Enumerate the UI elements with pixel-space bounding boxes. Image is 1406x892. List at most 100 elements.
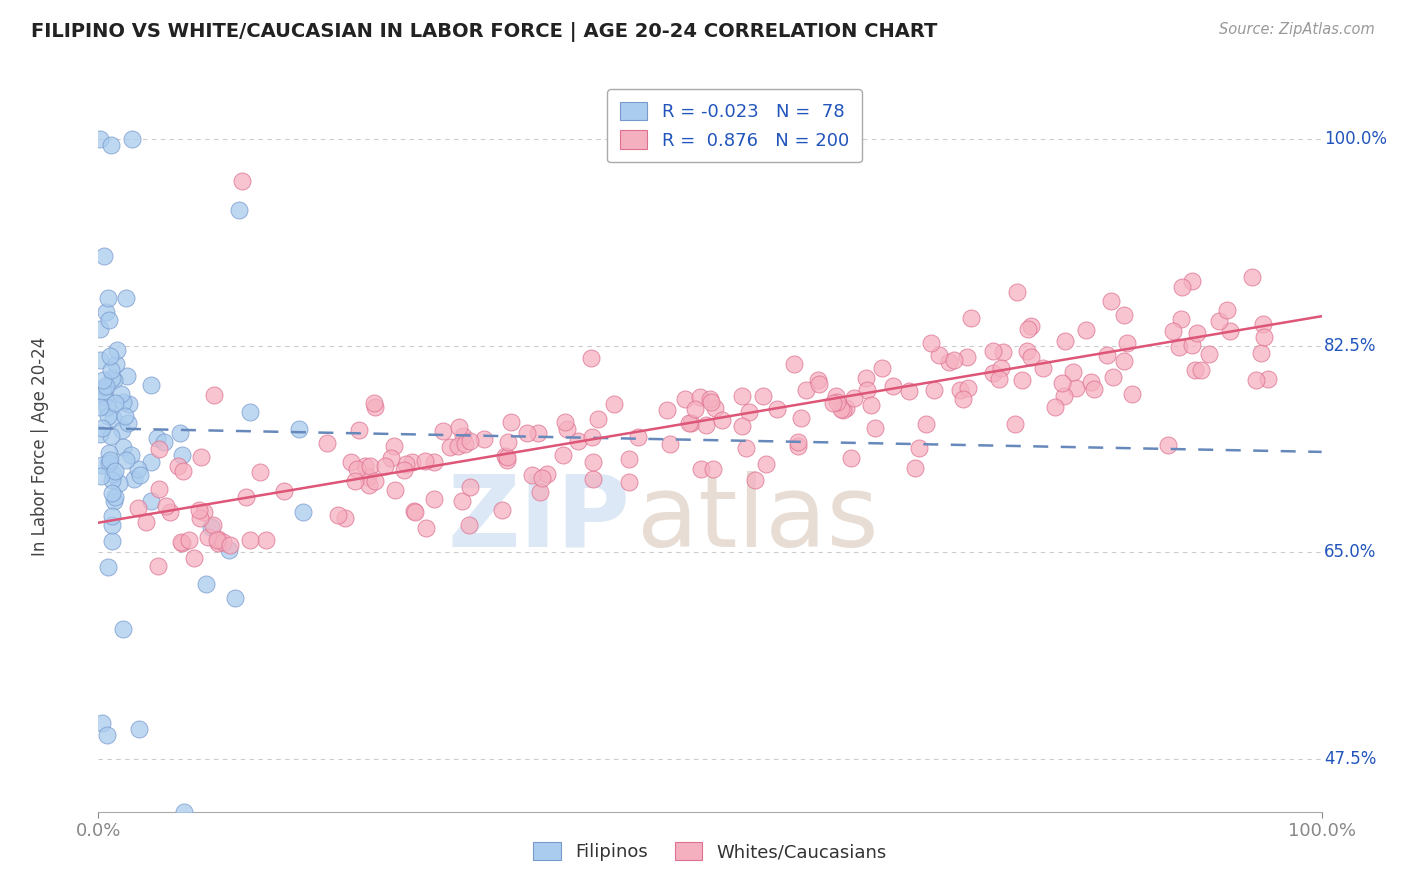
- Point: [100, 363, 122, 377]
- Point: [581, 351, 603, 365]
- Point: [920, 335, 942, 350]
- Point: [423, 492, 446, 507]
- Point: [146, 431, 169, 445]
- Point: [494, 449, 516, 463]
- Point: [103, 467, 125, 482]
- Point: [1053, 334, 1076, 348]
- Text: FILIPINO VS WHITE/CAUCASIAN IN LABOR FORCE | AGE 20-24 CORRELATION CHART: FILIPINO VS WHITE/CAUCASIAN IN LABOR FOR…: [31, 22, 938, 42]
- Point: [582, 455, 605, 469]
- Point: [104, 490, 127, 504]
- Point: [111, 622, 134, 636]
- Point: [103, 373, 125, 387]
- Point: [100, 517, 122, 532]
- Point: [825, 389, 848, 403]
- Point: [112, 440, 135, 454]
- Point: [141, 377, 163, 392]
- Point: [744, 473, 766, 487]
- Point: [228, 202, 250, 217]
- Point: [1053, 388, 1076, 402]
- Point: [364, 475, 387, 489]
- Point: [94, 305, 117, 319]
- Point: [1121, 386, 1143, 401]
- Point: [97, 560, 120, 574]
- Point: [619, 475, 641, 490]
- Point: [1114, 308, 1136, 322]
- Text: 100.0%: 100.0%: [1324, 130, 1388, 148]
- Point: [943, 353, 966, 368]
- Point: [948, 383, 970, 397]
- Point: [94, 391, 117, 405]
- Point: [103, 494, 125, 508]
- Point: [354, 459, 377, 474]
- Point: [364, 400, 387, 414]
- Point: [825, 394, 848, 409]
- Point: [915, 417, 938, 432]
- Text: ZIP: ZIP: [447, 471, 630, 567]
- Point: [114, 453, 136, 467]
- Point: [90, 469, 112, 483]
- Point: [96, 728, 118, 742]
- Point: [207, 536, 229, 550]
- Point: [449, 420, 471, 434]
- Point: [807, 374, 830, 388]
- Point: [457, 517, 479, 532]
- Point: [94, 379, 117, 393]
- Point: [839, 451, 862, 466]
- Point: [755, 457, 778, 471]
- Point: [340, 454, 363, 468]
- Point: [710, 413, 733, 427]
- Point: [897, 384, 920, 398]
- Point: [101, 411, 124, 425]
- Point: [346, 462, 368, 476]
- Point: [1198, 347, 1220, 361]
- Point: [496, 434, 519, 449]
- Point: [100, 138, 122, 153]
- Point: [114, 409, 136, 423]
- Point: [202, 517, 225, 532]
- Point: [200, 520, 222, 534]
- Point: [689, 390, 711, 404]
- Point: [89, 427, 111, 442]
- Point: [922, 383, 945, 397]
- Point: [603, 397, 626, 411]
- Point: [90, 458, 112, 472]
- Point: [752, 389, 775, 403]
- Point: [981, 344, 1004, 359]
- Point: [197, 530, 219, 544]
- Point: [104, 396, 127, 410]
- Point: [766, 401, 789, 416]
- Point: [98, 349, 121, 363]
- Point: [402, 504, 425, 518]
- Point: [127, 462, 149, 476]
- Point: [1114, 353, 1136, 368]
- Point: [193, 505, 215, 519]
- Point: [529, 485, 551, 500]
- Point: [617, 451, 640, 466]
- Point: [855, 370, 877, 384]
- Point: [981, 366, 1004, 380]
- Point: [520, 468, 543, 483]
- Point: [148, 482, 170, 496]
- Point: [695, 417, 717, 432]
- Point: [786, 434, 808, 449]
- Point: [1015, 344, 1038, 359]
- Point: [93, 249, 115, 263]
- Point: [683, 402, 706, 417]
- Point: [734, 441, 756, 455]
- Point: [554, 415, 576, 429]
- Point: [1080, 375, 1102, 389]
- Point: [1253, 330, 1275, 344]
- Point: [1163, 324, 1185, 338]
- Point: [1257, 371, 1279, 385]
- Point: [1099, 293, 1122, 308]
- Point: [97, 409, 120, 423]
- Point: [190, 450, 212, 464]
- Point: [439, 440, 461, 454]
- Point: [357, 477, 380, 491]
- Point: [118, 397, 141, 411]
- Point: [93, 380, 115, 394]
- Point: [413, 454, 436, 468]
- Point: [993, 344, 1015, 359]
- Point: [169, 426, 191, 441]
- Point: [928, 347, 950, 361]
